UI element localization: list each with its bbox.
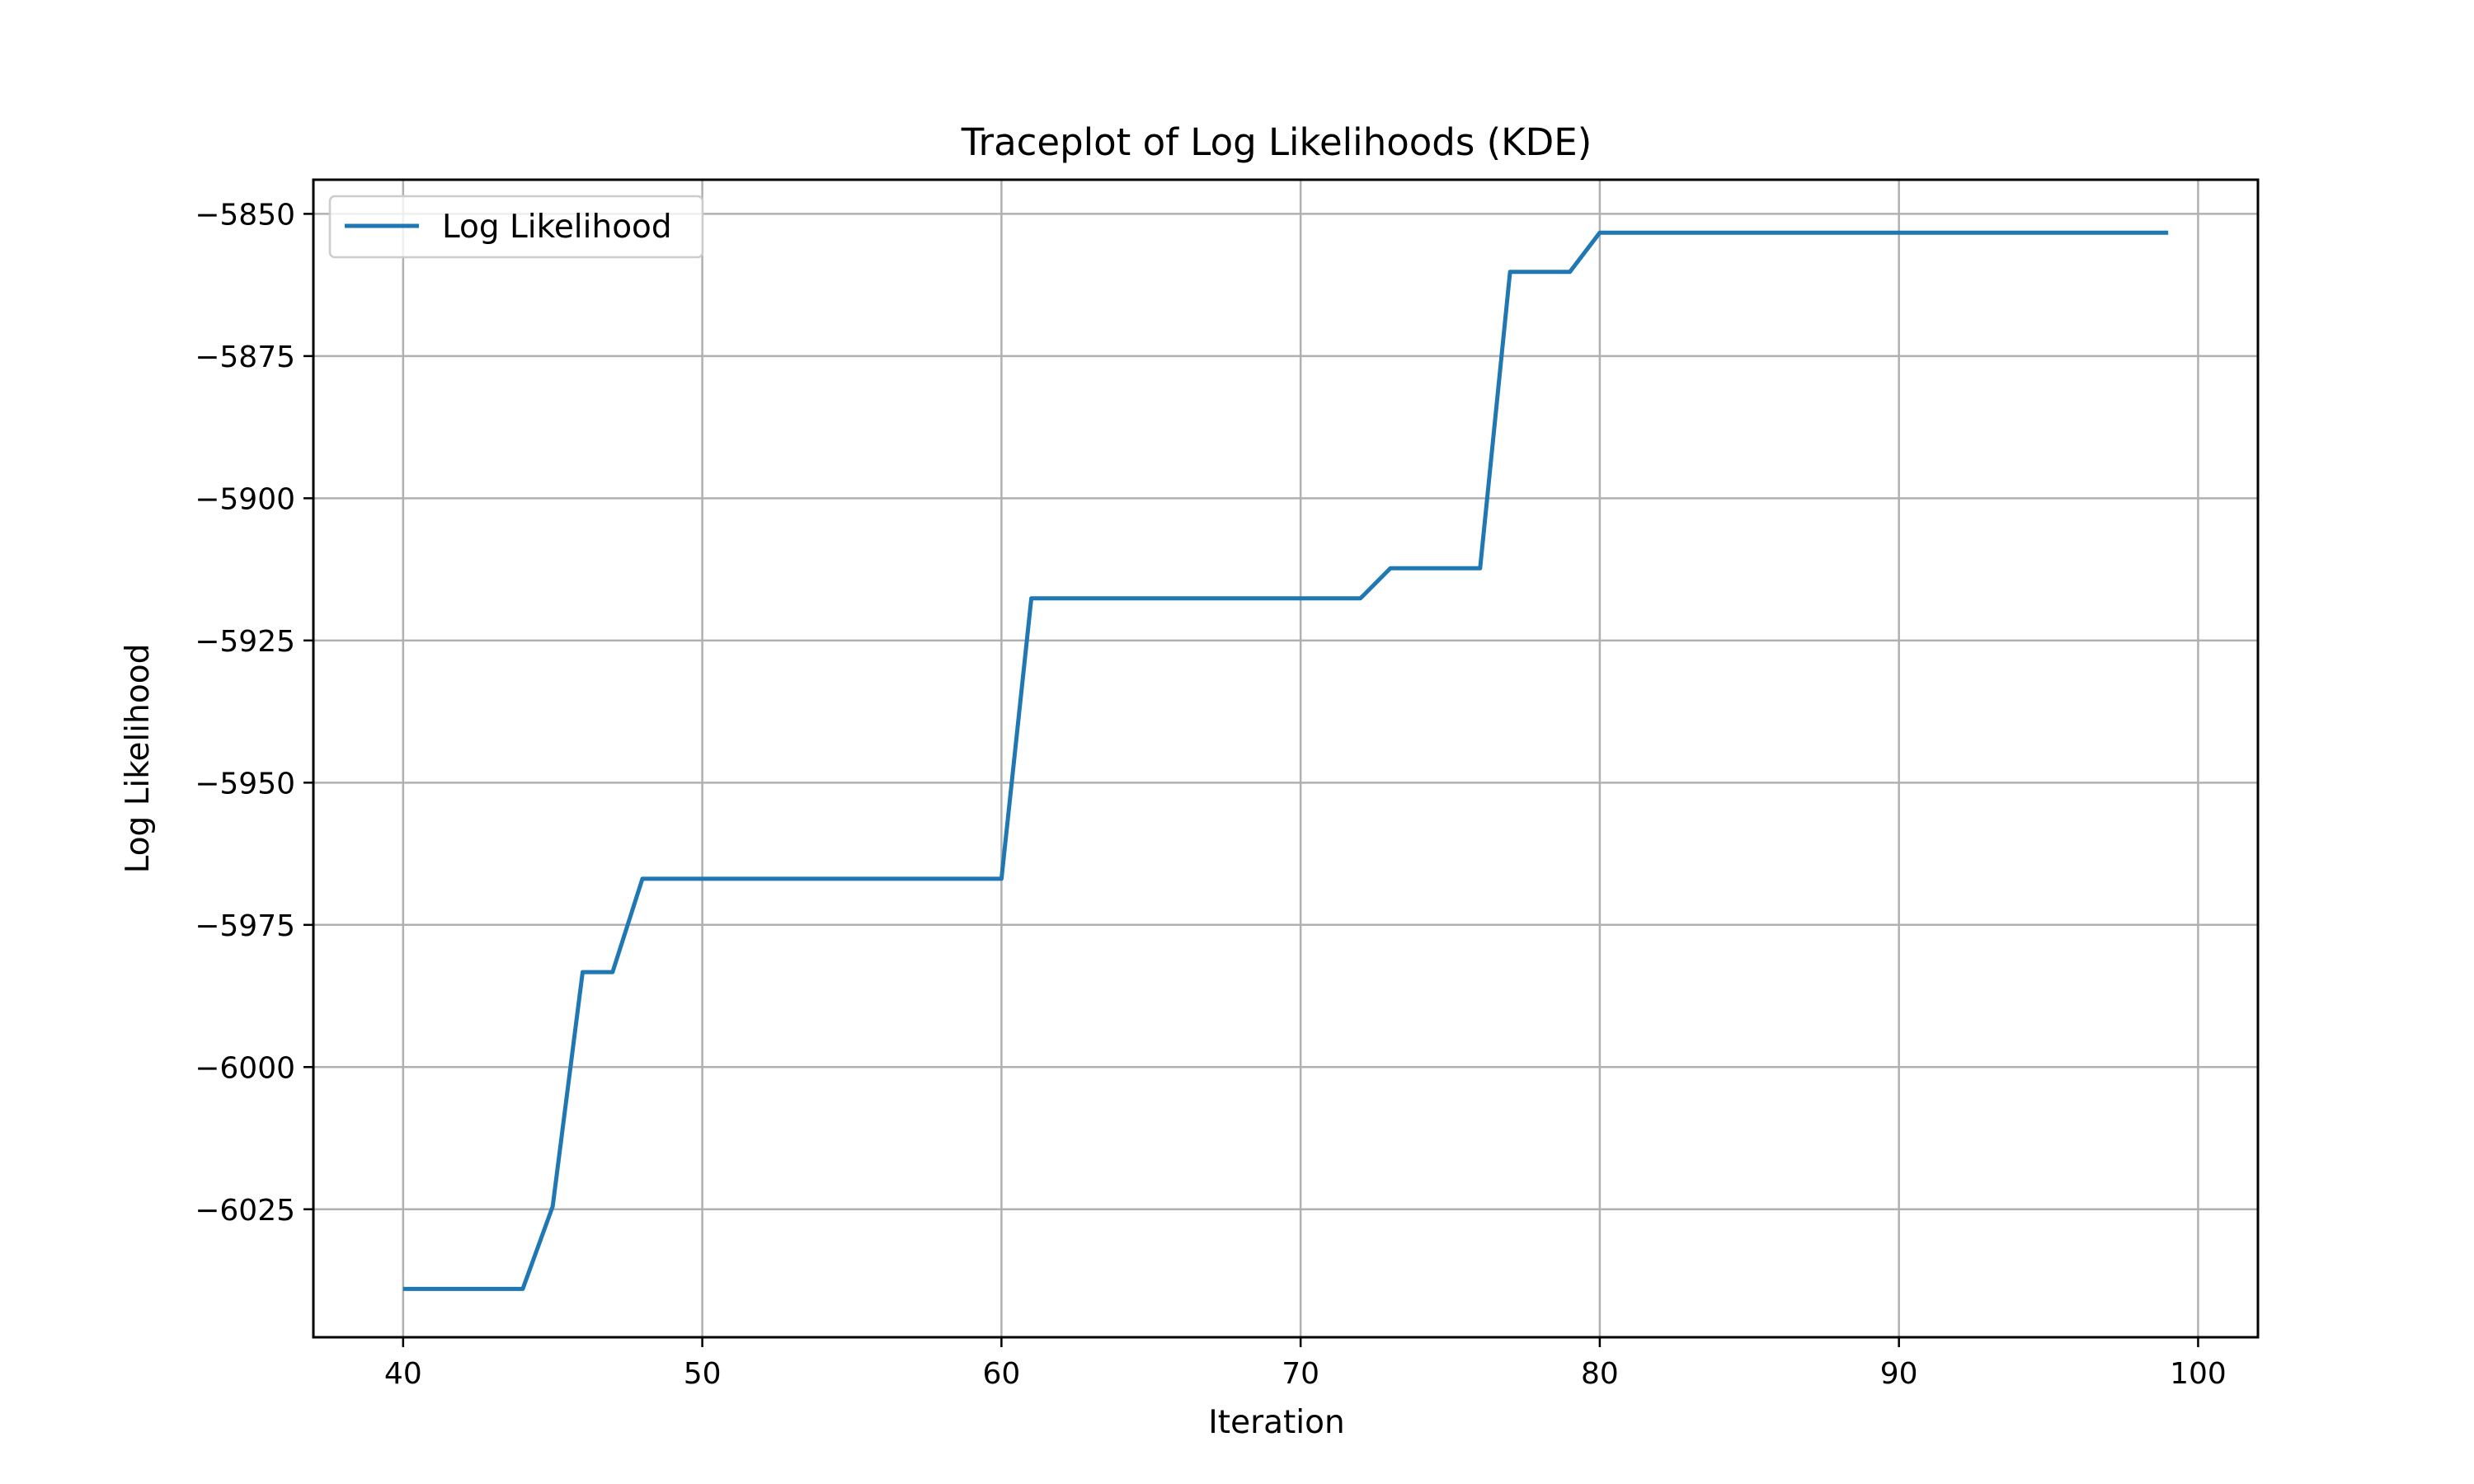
x-tick-label: 70: [1282, 1357, 1319, 1391]
legend: Log Likelihood: [328, 195, 704, 259]
y-tick-label: −6000: [195, 1051, 295, 1085]
y-tick-label: −5875: [195, 340, 295, 374]
tick-layer: 40 50 60 70 80 90 100 −6025 −6000 −5975 −5950 −5925…: [195, 198, 2227, 1391]
y-tick-label: −5950: [195, 767, 295, 801]
y-tick-label: −6025: [195, 1194, 295, 1228]
x-tick-label: 60: [982, 1357, 1020, 1391]
plot-frame: [312, 178, 2260, 1339]
y-axis-label: Log Likelihood: [120, 644, 157, 874]
y-tick-label: −5900: [195, 482, 295, 516]
x-axis-label: Iteration: [1208, 1404, 1344, 1441]
x-tick-label: 100: [2170, 1357, 2227, 1391]
x-tick-label: 40: [384, 1357, 422, 1391]
series-layer: [402, 230, 2169, 1291]
y-tick-label: −5850: [195, 198, 295, 232]
y-tick-label: −5975: [195, 909, 295, 943]
y-tick-label: −5925: [195, 625, 295, 659]
legend-box: [328, 195, 704, 259]
legend-label: Log Likelihood: [442, 209, 672, 246]
x-tick-label: 90: [1880, 1357, 1918, 1391]
chart-title: Traceplot of Log Likelihoods (KDE): [961, 120, 1592, 164]
series-line: [402, 230, 2169, 1291]
grid-layer: [313, 180, 2258, 1337]
x-tick-label: 80: [1581, 1357, 1619, 1391]
x-tick-label: 50: [684, 1357, 722, 1391]
